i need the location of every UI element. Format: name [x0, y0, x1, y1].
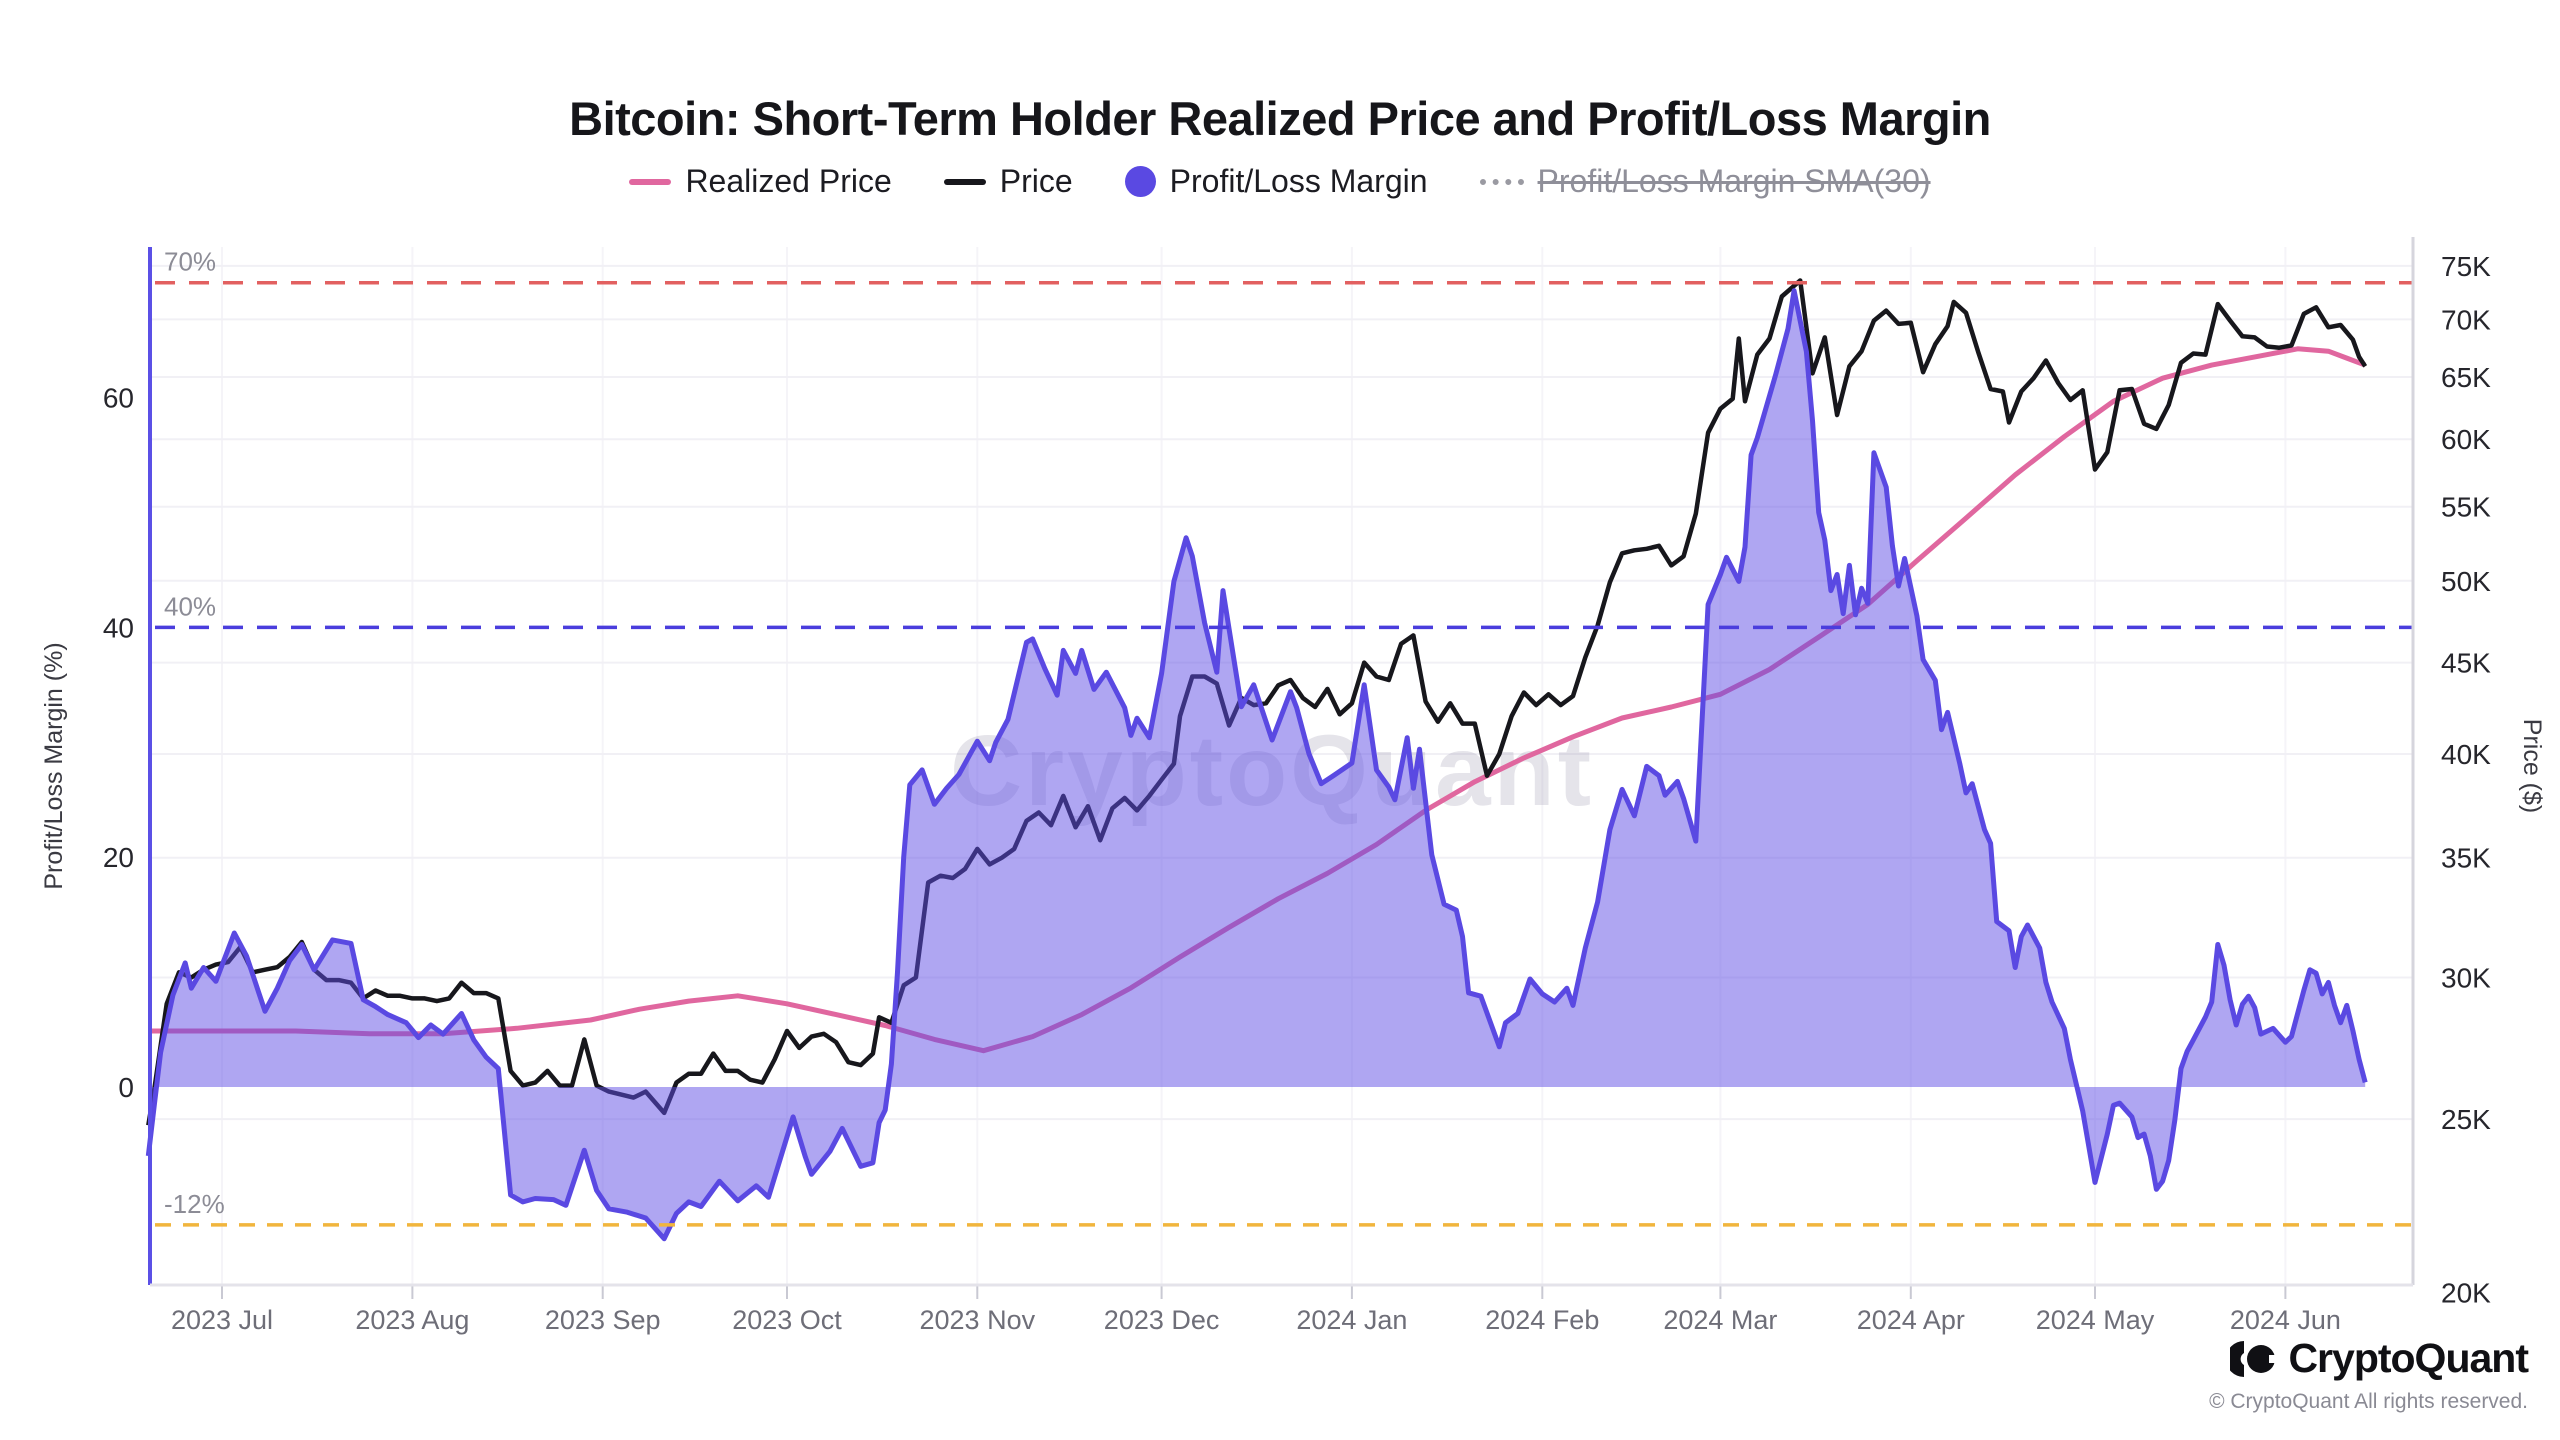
page-title: Bitcoin: Short-Term Holder Realized Pric…	[569, 92, 1991, 146]
right-tick-label: 55K	[2441, 492, 2491, 523]
cryptoquant-logo-icon	[2230, 1340, 2277, 1377]
price-marker-icon	[943, 178, 986, 185]
footer: CryptoQuant © CryptoQuant All rights res…	[2209, 1335, 2529, 1414]
right-tick-label: 50K	[2441, 566, 2491, 597]
right-tick-label: 40K	[2441, 739, 2491, 770]
x-tick-label: 2024 Jan	[1296, 1305, 1407, 1335]
x-tick-label: 2023 Jul	[171, 1305, 273, 1335]
x-tick-label: 2023 Oct	[732, 1305, 842, 1335]
realized-price-marker-icon	[629, 178, 672, 185]
left-axis-title: Profit/Loss Margin (%)	[40, 642, 68, 889]
legend-item-price[interactable]: Price	[943, 163, 1073, 200]
right-tick-label: 25K	[2441, 1104, 2491, 1135]
left-tick-label: 20	[103, 842, 134, 873]
legend-item-profit-loss-margin[interactable]: Profit/Loss Margin	[1124, 163, 1428, 200]
legend-label: Profit/Loss Margin SMA(30)	[1537, 163, 1931, 199]
profit-loss-margin-marker-icon	[1124, 166, 1156, 197]
x-tick-label: 2023 Nov	[920, 1305, 1036, 1335]
copyright-text: © CryptoQuant All rights reserved.	[2209, 1390, 2528, 1413]
right-tick-label: 35K	[2441, 843, 2491, 874]
right-tick-label: 75K	[2441, 251, 2491, 282]
right-tick-label: 45K	[2441, 648, 2491, 679]
left-tick-label: 40	[103, 612, 134, 643]
right-axis-title: Price ($)	[2518, 719, 2546, 813]
left-tick-label: 60	[103, 383, 134, 414]
legend-label: Profit/Loss Margin	[1169, 163, 1428, 199]
right-tick-label: 30K	[2441, 963, 2491, 994]
x-tick-label: 2023 Sep	[545, 1305, 661, 1335]
right-tick-label: 20K	[2441, 1277, 2491, 1308]
x-tick-label: 2024 Mar	[1663, 1305, 1777, 1335]
sma30-marker-icon	[1479, 178, 1524, 185]
brand-row: CryptoQuant	[2230, 1335, 2529, 1382]
profit-loss-margin-line	[145, 288, 2368, 1242]
price-line	[146, 278, 2368, 1126]
x-tick-label: 2024 Apr	[1857, 1305, 1965, 1335]
brand-name: CryptoQuant	[2288, 1335, 2529, 1381]
x-tick-label: 2023 Dec	[1104, 1305, 1220, 1335]
right-tick-label: 60K	[2441, 424, 2491, 455]
left-tick-label: 0	[118, 1072, 134, 1103]
right-tick-label: 70K	[2441, 304, 2491, 335]
legend-label: Price	[999, 163, 1073, 199]
legend: Realized Price Price Profit/Loss Margin …	[0, 163, 2560, 200]
reference-line-label: 70%	[164, 247, 216, 277]
x-tick-label: 2023 Aug	[355, 1305, 469, 1335]
reference-line-label: 40%	[164, 591, 216, 621]
x-tick-label: 2024 May	[2036, 1305, 2155, 1335]
legend-label: Realized Price	[685, 163, 892, 199]
legend-item-profit-loss-margin-sma30[interactable]: Profit/Loss Margin SMA(30)	[1479, 163, 1931, 200]
right-tick-label: 65K	[2441, 362, 2491, 393]
x-tick-label: 2024 Feb	[1485, 1305, 1599, 1335]
x-tick-label: 2024 Jun	[2230, 1305, 2341, 1335]
profit-loss-margin-area	[148, 290, 2366, 1239]
reference-line-label: -12%	[164, 1189, 225, 1219]
legend-item-realized-price[interactable]: Realized Price	[629, 163, 892, 200]
